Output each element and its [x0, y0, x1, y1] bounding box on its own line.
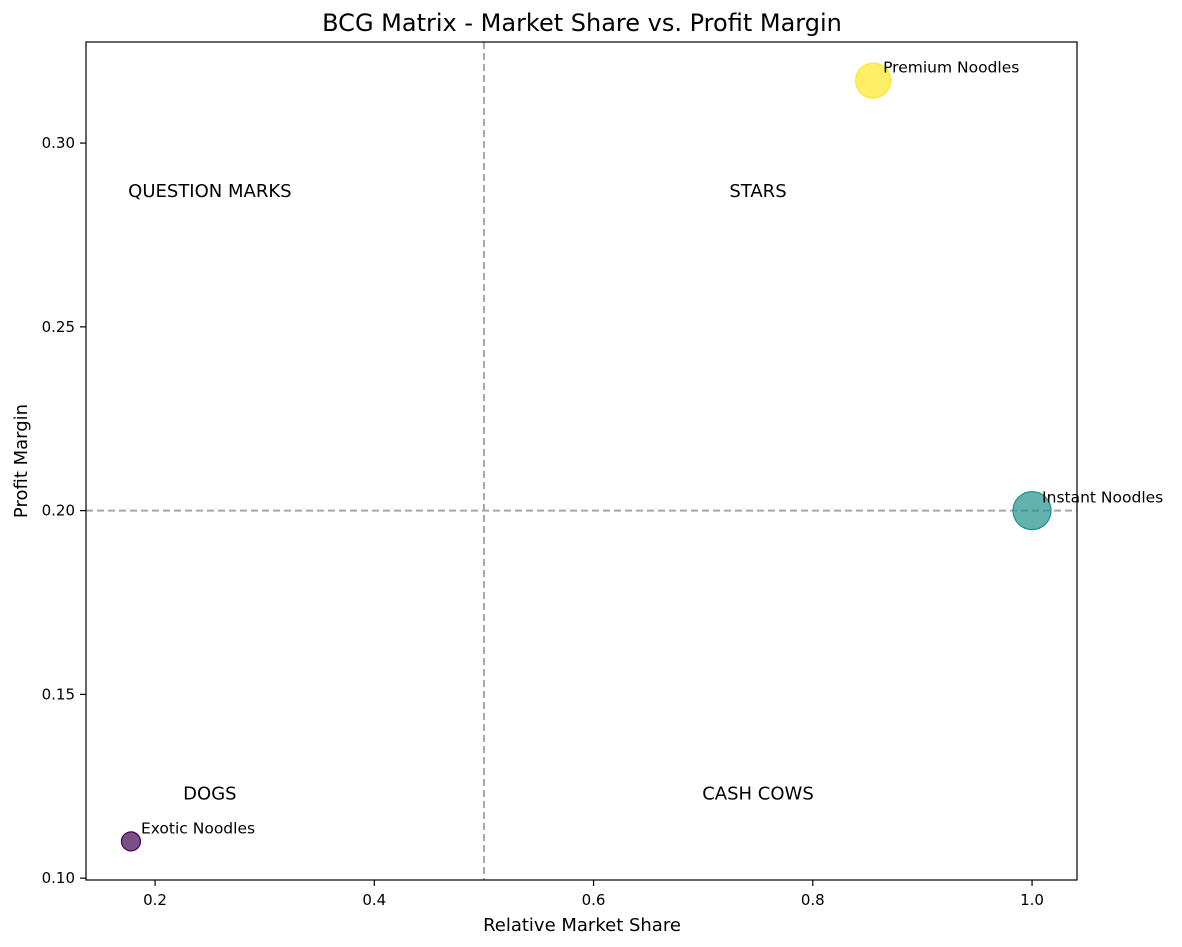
x-axis-label: Relative Market Share	[483, 915, 681, 936]
point-label: Premium Noodles	[883, 59, 1019, 77]
data-points	[120, 62, 1052, 852]
x-tick-label: 0.2	[143, 891, 167, 909]
x-tick-label: 0.4	[362, 891, 386, 909]
point-label: Instant Noodles	[1042, 489, 1163, 507]
point-labels: Premium Noodles Instant Noodles Exotic Noo…	[141, 59, 1163, 838]
x-tick-label: 0.6	[582, 891, 606, 909]
x-tick-label: 0.8	[801, 891, 825, 909]
y-tick-label: 0.10	[42, 869, 75, 887]
data-point	[854, 62, 892, 99]
y-axis-ticks: 0.10 0.15 0.20 0.25 0.30	[42, 134, 86, 887]
y-tick-label: 0.20	[42, 502, 75, 520]
plot-frame	[85, 41, 1078, 881]
y-tick-label: 0.25	[42, 318, 75, 336]
x-axis-ticks: 0.2 0.4 0.6 0.8 1.0	[143, 880, 1044, 909]
data-point	[1012, 491, 1052, 531]
x-tick-label: 1.0	[1020, 891, 1044, 909]
point-label: Exotic Noodles	[141, 819, 255, 837]
y-axis-label: Profit Margin	[11, 404, 32, 518]
chart-title: BCG Matrix - Market Share vs. Profit Mar…	[322, 9, 842, 37]
quadrant-label: QUESTION MARKS	[128, 181, 291, 202]
quadrant-label: DOGS	[183, 784, 236, 805]
reference-lines	[86, 42, 1077, 880]
y-tick-label: 0.15	[42, 685, 75, 703]
quadrant-labels: QUESTION MARKS STARS DOGS CASH COWS	[128, 181, 814, 805]
quadrant-label: STARS	[729, 181, 786, 202]
y-tick-label: 0.30	[42, 134, 75, 152]
data-point	[120, 831, 142, 852]
quadrant-label: CASH COWS	[702, 784, 814, 805]
